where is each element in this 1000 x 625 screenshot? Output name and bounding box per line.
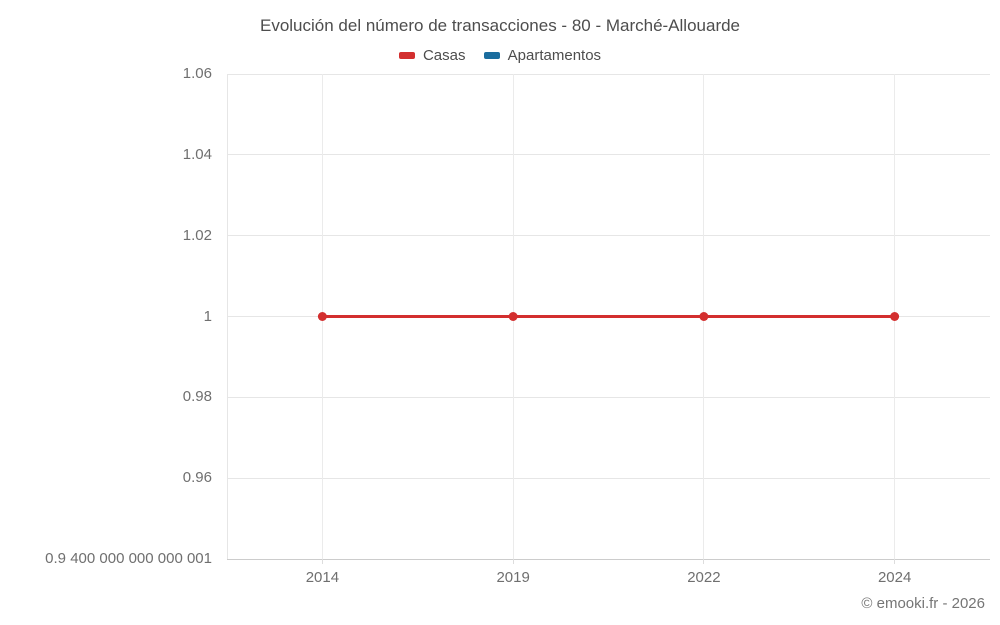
- legend-item-apartamentos[interactable]: Apartamentos: [483, 47, 602, 64]
- x-tick-mark: [321, 559, 323, 564]
- legend-label-apartamentos: Apartamentos: [507, 47, 602, 64]
- legend: Casas Apartamentos: [0, 46, 1000, 64]
- y-gridline: [227, 73, 990, 75]
- apartamentos-series-swatch-icon: [483, 52, 500, 59]
- y-gridline: [227, 235, 990, 237]
- x-tick-label: 2014: [305, 569, 340, 586]
- data-point-casas[interactable]: [890, 312, 900, 321]
- y-tick-label: 0.98: [182, 388, 212, 406]
- x-tick-mark: [894, 559, 896, 564]
- y-tick-label: 1: [203, 307, 212, 325]
- x-tick-label: 2022: [687, 569, 721, 586]
- chart-title: Evolución del número de transacciones - …: [259, 16, 741, 35]
- x-tick-label: 2019: [496, 569, 530, 586]
- data-point-casas[interactable]: [699, 312, 709, 321]
- x-tick-mark: [703, 559, 705, 564]
- series-layer: [317, 312, 900, 321]
- y-axis-line: [227, 74, 228, 559]
- x-tick-mark: [512, 559, 514, 564]
- y-tick-label: 1.02: [182, 226, 212, 244]
- legend-label-casas: Casas: [422, 47, 466, 64]
- legend-item-casas[interactable]: Casas: [398, 47, 466, 64]
- x-tick-label: 2024: [877, 569, 912, 586]
- y-tick-label: 1.06: [182, 65, 212, 82]
- y-tick-label: 0.96: [182, 469, 212, 487]
- x-axis-line: [227, 558, 990, 560]
- y-gridline: [227, 477, 990, 479]
- y-tick-label: 0.9 400 000 000 000 001: [45, 550, 212, 567]
- y-gridline: [227, 154, 990, 156]
- copyright-notice: © emooki.fr - 2026: [861, 595, 985, 612]
- y-gridline: [227, 396, 990, 398]
- data-point-casas[interactable]: [508, 312, 518, 321]
- plot-area: [227, 73, 990, 560]
- data-point-casas[interactable]: [317, 312, 327, 321]
- casas-series-swatch-icon: [398, 52, 415, 59]
- y-tick-label: 1.04: [182, 145, 212, 163]
